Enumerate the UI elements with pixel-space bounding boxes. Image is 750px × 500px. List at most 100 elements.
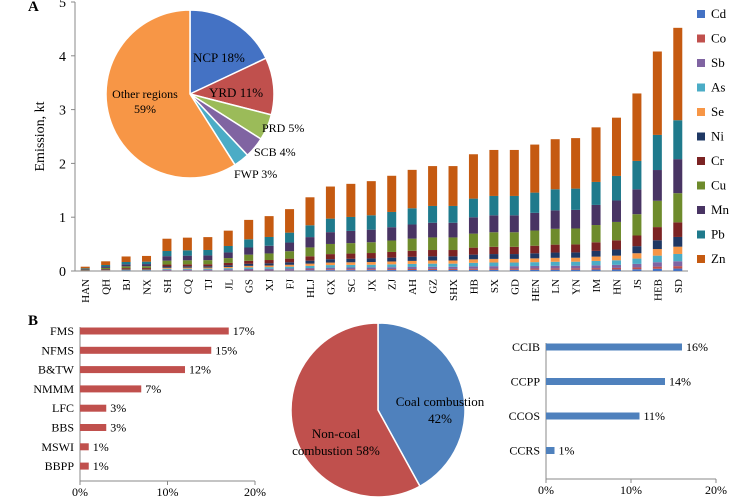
value-label: 1% [559,444,575,458]
legend-swatch-zn [697,255,705,263]
bar-segment-co [611,267,621,270]
bar-segment-as [591,260,601,266]
bar-segment-mn [101,266,111,268]
bar-segment-as [325,265,335,268]
bar-segment-mn [264,245,274,254]
bar-segment-ni [428,256,438,261]
bar-segment-cr [489,246,499,255]
value-label: 16% [686,340,708,354]
bar-segment-co [407,268,417,270]
bar-segment-cu [571,228,581,245]
legend-swatch-co [697,34,705,43]
x-tick-label: ZJ [387,278,399,290]
bar-segment-mn [142,264,152,267]
bar-segment-ni [591,250,601,257]
pie-label-fwp: FWP 3% [234,167,277,181]
bar-segment-mn [366,229,376,243]
bar-segment-cu [244,254,254,261]
bar-segment-sb [407,266,417,269]
bar [80,346,212,354]
bar-segment-as [162,268,172,270]
legend-swatch-sb [697,59,705,67]
category-label: CCPP [511,375,541,389]
legend-label-co: Co [711,31,726,46]
bar-segment-ni [162,266,172,268]
y-tick-label: 2 [59,157,66,172]
bar-segment-cu [182,260,192,265]
x-tick-label: CQ [182,279,194,294]
value-label: 1% [93,459,109,473]
bar-segment-ni [285,262,295,265]
legend-swatch-mn [697,206,705,214]
category-label: NFMS [41,343,74,357]
bar-segment-sb [366,267,376,270]
bar-segment-se [591,256,601,261]
bar-segment-mn [162,256,172,261]
bar-segment-ni [448,256,458,261]
x-tick-label: BJ [121,278,133,290]
bar-segment-pb [509,195,519,216]
value-label: 15% [215,343,237,357]
bar-segment-cr [673,222,683,237]
legend-label-mn: Mn [711,202,730,217]
bar-segment-cd [366,270,376,271]
bar-segment-zn [305,197,315,226]
bar-segment-ni [264,263,274,266]
bar-segment-pb [182,250,192,256]
bar-segment-mn [305,237,315,248]
bar-segment-cd [611,269,621,271]
bar-segment-cr [121,268,131,269]
bar-segment-ni [468,254,478,260]
value-label: 12% [189,363,211,377]
bar-segment-as [366,264,376,268]
bar-segment-co [285,269,295,271]
bar-segment-ni [509,254,519,259]
bar-segment-cd [387,270,397,271]
bar-segment-se [571,257,581,262]
legend-label-zn: Zn [711,251,726,266]
bar-segment-cu [448,237,458,251]
bar-segment-sb [285,268,295,270]
bar-segment-mn [468,217,478,234]
bar-segment-cu [407,238,417,251]
bar-segment-co [571,268,581,270]
category-label: NMMM [33,382,74,396]
bar-segment-sb [489,266,499,269]
bar-segment-se [407,260,417,264]
bar [546,378,665,385]
bar-segment-zn [325,186,335,219]
bar-segment-mn [203,255,213,261]
bar-segment-zn [489,149,499,196]
bar-segment-zn [285,209,295,233]
bar-segment-sb [652,262,662,267]
bar-segment-zn [468,154,478,199]
x-tick-label: 0% [538,483,554,497]
bar-segment-zn [652,51,662,135]
x-tick-label: NX [142,279,154,295]
bar-segment-pb [285,232,295,243]
bar-segment-cd [530,269,540,271]
x-tick-label: HEB [652,279,664,301]
bar-segment-pb [223,245,233,253]
bar-segment-se [550,257,560,262]
category-label: B&TW [38,363,75,377]
bar-segment-cu [346,243,356,254]
bar-segment-cr [285,258,295,263]
bar-segment-co [366,269,376,271]
bar-segment-co [509,268,519,270]
bar-segment-zn [530,144,540,193]
bar-segment-sb [182,269,192,271]
bar-segment-zn [121,256,131,262]
bar-segment-zn [162,238,172,251]
bar-segment-cr [305,256,315,261]
legend-label-cu: Cu [711,178,727,193]
bar-segment-zn [632,93,642,161]
bar-segment-cr [203,264,213,267]
bar-segment-as [346,264,356,268]
bar-segment-co [673,266,683,269]
bar-segment-cd [489,269,499,271]
bar-segment-mn [611,200,621,222]
y-tick-label: 5 [59,0,66,11]
bar [80,385,142,393]
bar-segment-pb [366,215,376,230]
